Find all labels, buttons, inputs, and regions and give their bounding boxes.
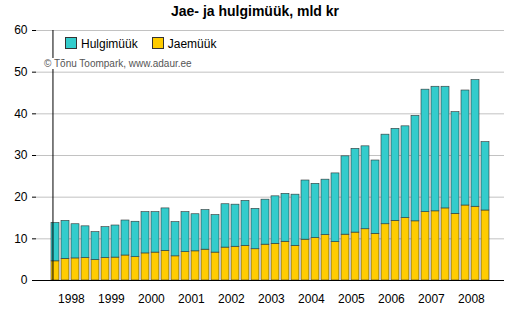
svg-text:2005: 2005	[338, 292, 365, 306]
svg-text:2008: 2008	[458, 292, 485, 306]
svg-text:0: 0	[21, 273, 28, 287]
svg-text:60: 60	[14, 23, 28, 37]
svg-text:50: 50	[14, 65, 28, 79]
html-text:Jaemüük: Jaemüük	[167, 37, 217, 51]
svg-text:1999: 1999	[98, 292, 125, 306]
html-text:© Tõnu Toompark, www.adaur.ee: © Tõnu Toompark, www.adaur.ee	[44, 58, 192, 69]
svg-text:2001: 2001	[178, 292, 205, 306]
svg-text:1998: 1998	[58, 292, 85, 306]
svg-text:2000: 2000	[138, 292, 165, 306]
svg-text:40: 40	[14, 107, 28, 121]
svg-text:2004: 2004	[298, 292, 325, 306]
svg-text:2002: 2002	[218, 292, 245, 306]
html-text:Hulgimüük: Hulgimüük	[81, 37, 138, 51]
svg-text:20: 20	[14, 190, 28, 204]
svg-text:10: 10	[14, 232, 28, 246]
svg-text:2003: 2003	[258, 292, 285, 306]
svg-text:2006: 2006	[378, 292, 405, 306]
html-text:Jae- ja hulgimüük, mld kr: Jae- ja hulgimüük, mld kr	[171, 3, 339, 19]
svg-text:30: 30	[14, 148, 28, 162]
svg-text:2007: 2007	[418, 292, 445, 306]
